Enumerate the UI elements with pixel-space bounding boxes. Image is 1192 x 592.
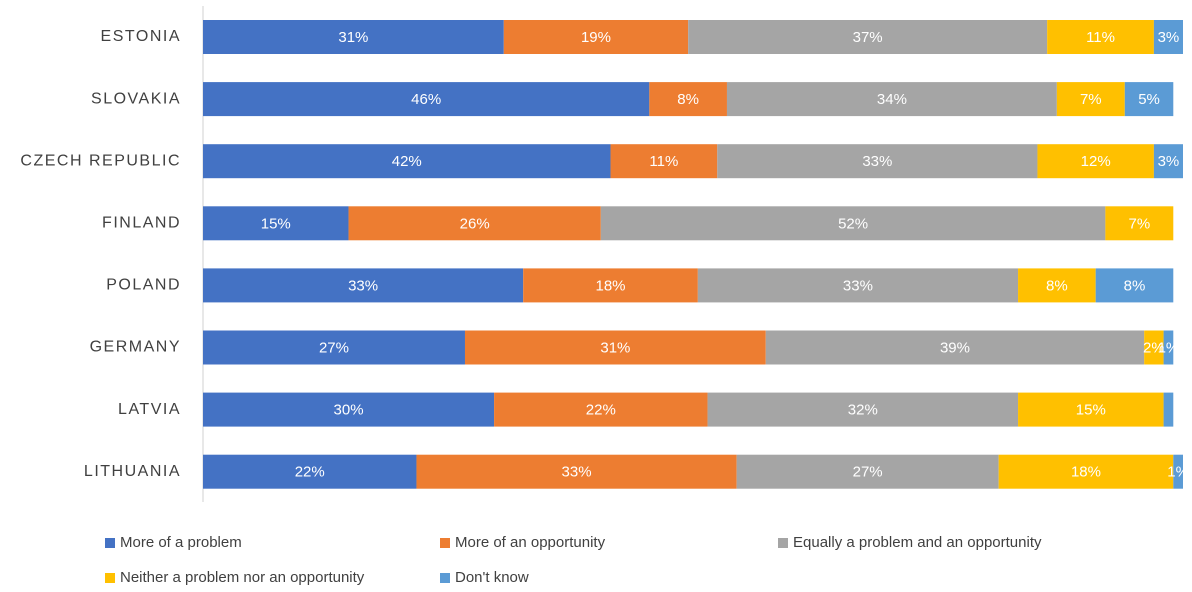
bar-segment (1124, 82, 1174, 117)
value-label: 8% (677, 91, 699, 108)
legend-swatch (440, 538, 450, 548)
value-label: 8% (1124, 277, 1146, 294)
category-label: CZECH REPUBLIC (20, 152, 181, 169)
value-label: 1% (1158, 339, 1180, 356)
bar-segment (416, 454, 737, 489)
bar-segment (348, 206, 601, 241)
value-label: 18% (1071, 464, 1101, 481)
bar-segment (998, 454, 1174, 489)
value-label: 7% (1128, 215, 1150, 232)
bar-segment (1018, 268, 1096, 303)
bar-segment (765, 330, 1145, 365)
value-label: 15% (1076, 402, 1106, 419)
bar-segment (203, 20, 504, 54)
value-label: 42% (392, 153, 422, 170)
legend-label: More of an opportunity (455, 534, 606, 551)
value-label: 33% (348, 277, 378, 294)
bar-segment (1056, 82, 1125, 117)
value-label: 34% (877, 91, 907, 108)
value-label: 7% (1080, 91, 1102, 108)
value-label: 11% (649, 153, 678, 170)
value-label: 52% (838, 215, 868, 232)
bar-segment (717, 144, 1038, 179)
value-label: 19% (581, 29, 611, 46)
value-label: 32% (848, 402, 878, 419)
value-label: 3% (1158, 153, 1180, 170)
bar-segment (523, 268, 698, 303)
bar-segment (203, 144, 611, 179)
bar-segment (203, 268, 524, 303)
category-label: POLAND (106, 277, 181, 294)
value-label: 11% (1086, 29, 1115, 46)
value-label: 8% (1046, 277, 1068, 294)
legend-label: Don't know (455, 569, 529, 586)
value-label: 5% (1138, 91, 1160, 108)
value-label: 26% (460, 215, 490, 232)
value-label: 46% (411, 91, 441, 108)
bar-segment (1153, 20, 1183, 54)
category-label: SLOVAKIA (91, 90, 181, 107)
bar-segment (1163, 330, 1174, 365)
bar-segment (688, 20, 1048, 54)
value-label: 33% (862, 153, 892, 170)
value-label: 18% (596, 277, 626, 294)
bar-segment (1018, 392, 1164, 427)
category-label: LITHUANIA (84, 463, 181, 480)
bar-segment (736, 454, 999, 489)
value-label: 15% (261, 215, 291, 232)
value-label: 27% (853, 464, 883, 481)
bar-segment (600, 206, 1106, 241)
legend-label: Neither a problem nor an opportunity (120, 569, 365, 586)
value-label: 33% (562, 464, 592, 481)
bar-segment (203, 82, 650, 117)
bar-segment (1047, 20, 1154, 54)
value-label: 31% (600, 339, 630, 356)
bar-segment (494, 392, 708, 427)
bar-segment (707, 392, 1019, 427)
bar-segment (203, 392, 495, 427)
legend-swatch (778, 538, 788, 548)
bar-segment (203, 454, 417, 489)
value-label: 2% (1143, 339, 1165, 356)
bar-segment (1163, 392, 1174, 427)
category-label: ESTONIA (101, 28, 181, 45)
category-label: GERMANY (90, 339, 181, 356)
legend-swatch (440, 573, 450, 583)
category-label: FINLAND (102, 215, 181, 232)
bar-segment (1037, 144, 1154, 179)
value-label: 30% (334, 402, 364, 419)
bar-segment (610, 144, 718, 179)
bar-segment (203, 330, 465, 365)
bar-segment (1153, 144, 1183, 179)
bar-segment (1105, 206, 1174, 241)
value-label: 33% (843, 277, 873, 294)
bar-segment (203, 206, 349, 241)
legend-label: More of a problem (120, 534, 242, 551)
bar-segment (726, 82, 1057, 117)
category-label: LATVIA (118, 401, 181, 418)
bar-segment (503, 20, 689, 54)
value-label: 39% (940, 339, 970, 356)
value-label: 3% (1158, 29, 1180, 46)
legend-swatch (105, 573, 115, 583)
legend-swatch (105, 538, 115, 548)
value-label: 27% (319, 339, 349, 356)
value-label: 31% (338, 29, 368, 46)
bar-segment (1095, 268, 1174, 303)
legend-label: Equally a problem and an opportunity (793, 534, 1042, 551)
value-label: 22% (586, 402, 616, 419)
value-label: 22% (295, 464, 325, 481)
value-label: 12% (1081, 153, 1111, 170)
value-label: 37% (853, 29, 883, 46)
bar-segment (464, 330, 766, 365)
bar-segment (697, 268, 1019, 303)
bar-segment (1173, 454, 1183, 489)
bar-segment (649, 82, 727, 117)
value-label: 1% (1167, 464, 1189, 481)
bar-segment (1144, 330, 1164, 365)
